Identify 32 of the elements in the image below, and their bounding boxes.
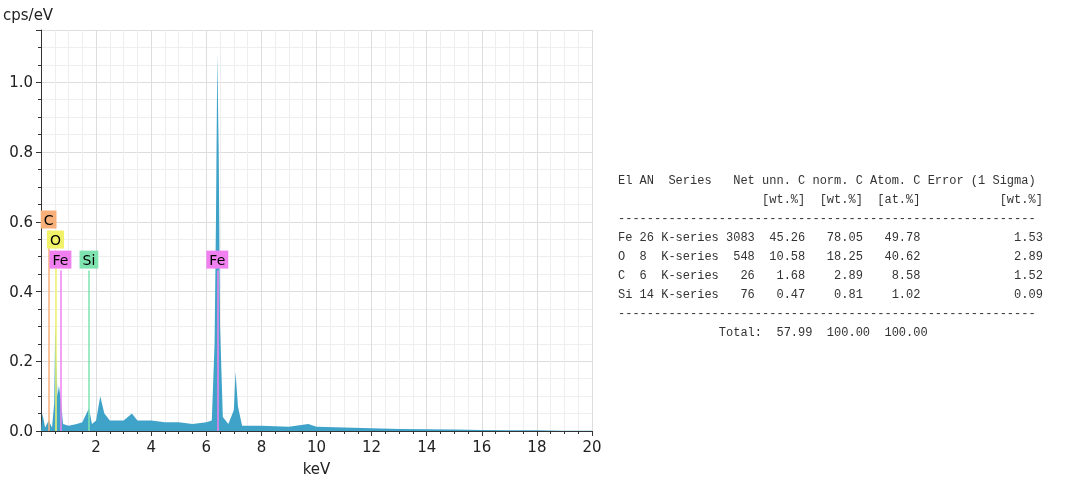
text: O 8 K-series 548 10.58 18.25 40.62 2.89 [618,249,1044,266]
x-tick-label: 20 [582,437,602,456]
x-tick-label: 4 [146,437,156,456]
x-tick-label: 18 [527,437,547,456]
text: ---------------------------------------------------------- [618,306,1037,323]
ref-line-label: Fe [209,251,226,268]
x-tick-label: 6 [201,437,212,456]
x-tick-label: 8 [256,437,267,456]
y-axis-title: cps/eV [3,5,54,24]
x-tick-label: 2 [91,437,101,456]
text: Fe 26 K-series 3083 45.26 78.05 49.78 1.53 [618,230,1044,247]
text: [wt.%] [wt.%] [at.%] [wt.%] [761,192,1044,209]
x-axis-title: keV [302,459,332,478]
text: Total: 57.99 100.00 100.00 [717,325,929,342]
y-tick-label: 0.0 [9,422,33,440]
text: C 6 K-series 26 1.68 2.89 8.58 1.52 [618,268,1044,285]
x-tick-label: 10 [306,437,327,456]
ref-line-label: O [49,231,61,248]
x-tick-label: 12 [362,437,382,456]
ref-line-label: Si [82,251,96,268]
y-tick-label: 0.8 [9,143,33,162]
x-tick-label: 14 [417,437,437,456]
y-tick-label: 0.6 [9,212,33,231]
ref-line-label: Fe [52,251,69,268]
ref-line-label: C [43,211,54,228]
y-tick-label: 0.2 [9,352,33,371]
text: El AN Series Net unn. C norm. C Atom. C Error (1 Sigma) [618,173,1037,190]
y-tick-label: 0.4 [9,282,33,301]
y-tick-label: 1.0 [9,73,33,92]
text: Si 14 K-series 76 0.47 0.81 1.02 0.09 [618,287,1044,304]
text: ---------------------------------------------------------- [618,211,1037,228]
x-tick-label: 16 [472,437,492,456]
